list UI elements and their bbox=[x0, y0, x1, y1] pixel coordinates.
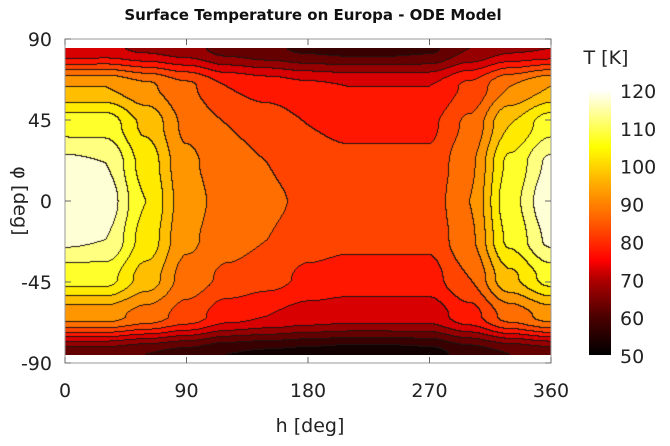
x-tick-label: 270 bbox=[411, 380, 447, 402]
colorbar-tick-label: 50 bbox=[620, 346, 644, 368]
x-axis-label: h [deg] bbox=[276, 415, 345, 437]
x-tick-label: 180 bbox=[290, 380, 326, 402]
y-tick-label: -45 bbox=[21, 272, 52, 294]
colorbar-tick-label: 60 bbox=[620, 308, 644, 330]
colorbar-tick-label: 90 bbox=[620, 195, 644, 217]
y-tick-label: 45 bbox=[28, 110, 52, 132]
colorbar-label: T [K] bbox=[583, 47, 629, 69]
x-tick-label: 360 bbox=[533, 380, 569, 402]
x-tick-label: 0 bbox=[59, 380, 71, 402]
y-axis-label: φ [deg] bbox=[9, 166, 31, 235]
colorbar-tick-label: 120 bbox=[620, 81, 656, 103]
y-tick-label: 0 bbox=[40, 191, 52, 213]
colorbar bbox=[589, 90, 611, 355]
chart-title: Surface Temperature on Europa - ODE Mode… bbox=[124, 6, 502, 24]
colorbar-tick-label: 80 bbox=[620, 232, 644, 254]
colorbar-tick-label: 70 bbox=[620, 270, 644, 292]
contour-field bbox=[65, 48, 551, 355]
x-tick-label: 90 bbox=[174, 380, 198, 402]
colorbar-tick-label: 100 bbox=[620, 157, 656, 179]
colorbar-tick-label: 110 bbox=[620, 119, 656, 141]
plot-frame bbox=[64, 38, 552, 364]
y-tick-label: 90 bbox=[28, 29, 52, 51]
y-tick-label: -90 bbox=[21, 353, 52, 375]
